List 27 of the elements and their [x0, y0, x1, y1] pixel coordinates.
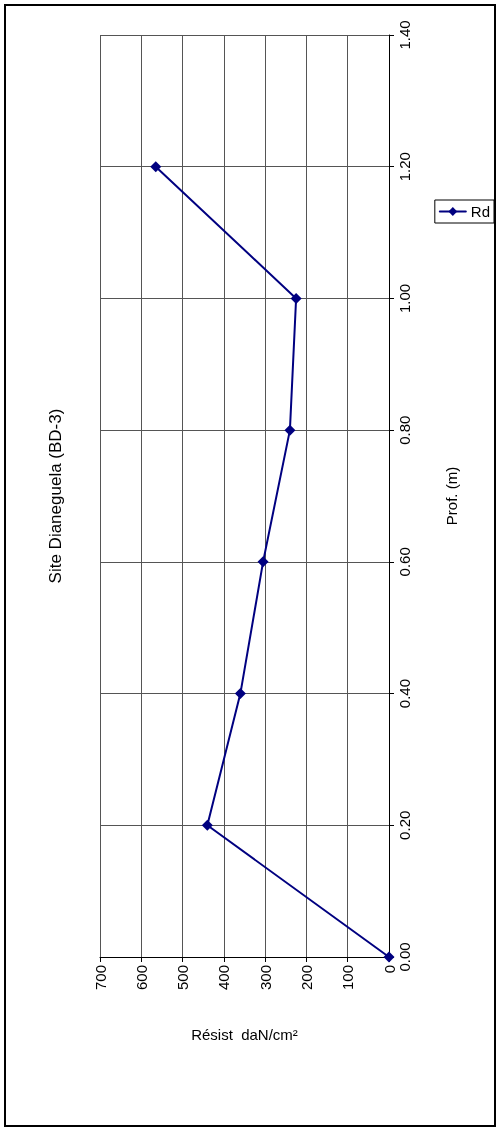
y-tick-label: 0.00	[396, 942, 413, 972]
x-tick-label: 700	[91, 965, 109, 991]
point	[383, 951, 395, 963]
point	[201, 819, 213, 831]
x-tick-label: 0	[380, 965, 398, 974]
y-tick-label: 0.20	[396, 810, 413, 840]
y-tick-label: 1.00	[396, 283, 413, 314]
y-tick-label: 0.60	[396, 547, 413, 577]
point	[290, 292, 302, 304]
x-tick-label: 200	[297, 965, 315, 991]
y-tick-label: 1.20	[396, 152, 413, 182]
point	[284, 424, 296, 436]
text: Site Dianeguela (BD-3)	[45, 408, 65, 584]
x-axis-title: Résist daN/cm²	[191, 1026, 298, 1043]
point	[234, 688, 246, 700]
x-tick-label: 600	[132, 965, 150, 991]
x-tick-label: 100	[339, 965, 357, 991]
point	[150, 161, 162, 173]
legend-label: Rd	[470, 203, 491, 220]
x-tick-label: 500	[174, 965, 192, 991]
point	[257, 556, 269, 568]
x-tick-label: 300	[256, 965, 274, 991]
y-tick-label: 0.40	[396, 678, 413, 709]
y-axis-title: Prof. (m)	[443, 466, 460, 526]
y-tick-label: 0.80	[396, 415, 413, 445]
x-tick-label: 400	[215, 965, 233, 991]
y-tick-label: 1.40	[396, 20, 413, 50]
